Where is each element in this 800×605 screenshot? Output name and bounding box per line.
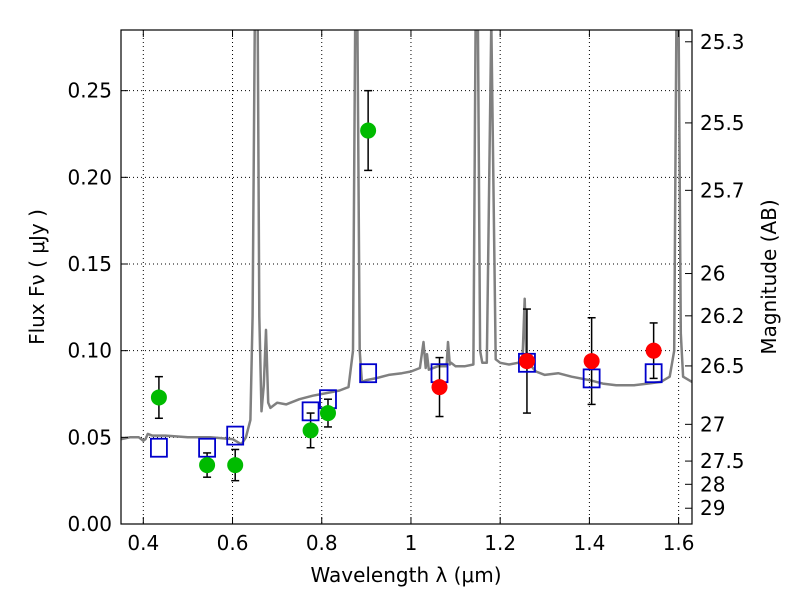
grid-lines	[121, 30, 692, 525]
point-green-0	[150, 389, 167, 406]
y-tick-label-2: 0.10	[67, 339, 112, 363]
x-tick-label-5: 1.4	[573, 531, 605, 555]
right-tick-label-0: 25.3	[700, 30, 745, 54]
model-square-1	[198, 437, 216, 458]
y-tick-label-1: 0.05	[67, 425, 112, 449]
right-tick-label-8: 28	[700, 472, 725, 496]
x-tick-label-6: 1.6	[663, 531, 695, 555]
x-tick-label-1: 0.6	[217, 531, 249, 555]
model-photometry-layer	[150, 352, 663, 458]
right-tick-label-1: 25.5	[700, 111, 745, 135]
y-tick-label-3: 0.15	[67, 252, 112, 276]
error-bars-layer	[154, 89, 658, 482]
model-square-5	[359, 363, 378, 384]
x-axis-title: Wavelength λ (μm)	[310, 563, 501, 587]
plot-frame	[120, 29, 693, 525]
x-ticks: 0.4 0.6 0.8 1 1.2 1.4 1.6	[127, 30, 695, 555]
y-axis-title: Flux Fν ( μJy )	[25, 209, 49, 345]
model-square-8	[582, 368, 601, 389]
x-tick-label-2: 0.8	[306, 531, 338, 555]
model-square-2	[226, 425, 245, 446]
point-green-4	[319, 405, 336, 422]
y-tick-label-5: 0.25	[67, 79, 112, 103]
point-red-0	[431, 379, 448, 396]
x-tick-label-4: 1.2	[484, 531, 516, 555]
point-red-1	[518, 353, 535, 370]
x-tick-label-0: 0.4	[127, 531, 159, 555]
model-square-9	[644, 363, 663, 384]
right-tick-label-4: 26.2	[700, 304, 745, 328]
right-tick-label-5: 26.5	[700, 354, 745, 378]
point-red-3	[645, 342, 662, 359]
right-tick-label-9: 29	[700, 496, 725, 520]
right-tick-label-3: 26	[700, 262, 725, 286]
right-tick-label-2: 25.7	[700, 178, 745, 202]
y-tick-label-4: 0.20	[67, 165, 112, 189]
spectrum-line	[121, 30, 692, 446]
model-square-0	[150, 437, 168, 458]
point-green-5	[360, 122, 377, 139]
x-tick-label-3: 1	[405, 531, 418, 555]
axes-frame	[120, 29, 693, 525]
point-red-2	[583, 353, 600, 370]
point-green-2	[227, 457, 244, 474]
y-ticks: 0.00 0.05 0.10 0.15 0.20 0.25	[67, 79, 128, 536]
right-axis-title: Magnitude (AB)	[757, 199, 781, 354]
point-green-1	[199, 457, 216, 474]
y-tick-label-0: 0.00	[67, 512, 112, 536]
right-tick-label-7: 27.5	[700, 449, 745, 473]
observed-points-layer	[150, 122, 662, 474]
model-square-3	[301, 401, 320, 422]
right-tick-label-6: 27	[700, 412, 725, 436]
spectrum-layer	[121, 30, 692, 446]
point-green-3	[302, 422, 319, 439]
